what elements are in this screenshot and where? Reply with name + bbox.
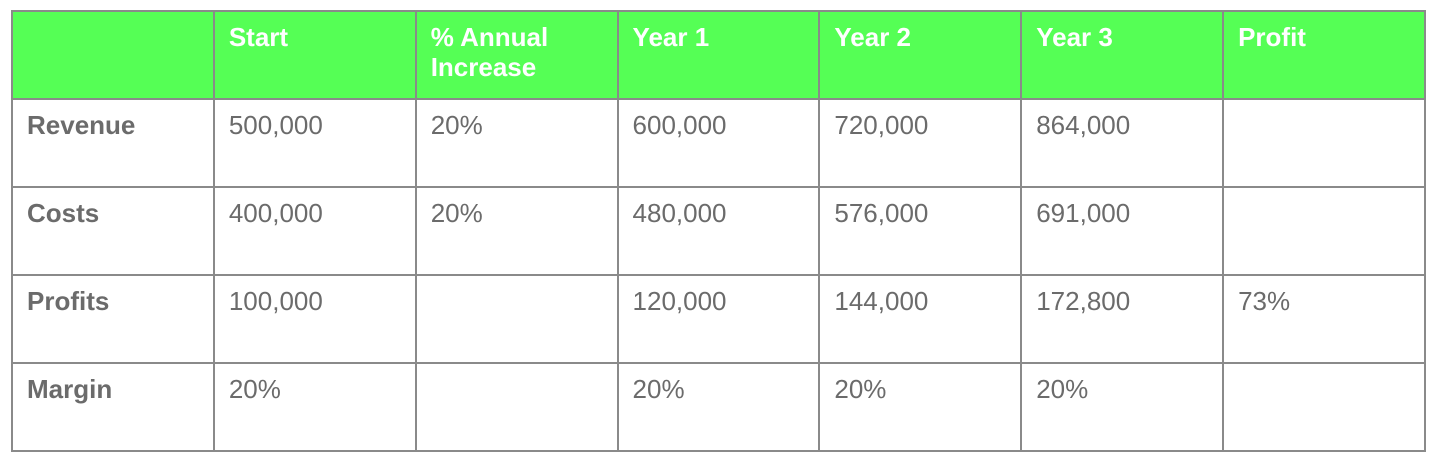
table-cell: 500,000 xyxy=(212,98,417,188)
table-row: Margin 20% 20% 20% 20% xyxy=(11,362,1426,452)
table-cell: 144,000 xyxy=(818,274,1023,364)
table-cell: 480,000 xyxy=(616,186,821,276)
table-row: Profits 100,000 120,000 144,000 172,800 73% xyxy=(11,274,1426,364)
header-cell xyxy=(11,10,215,100)
table-cell: 20% xyxy=(1020,362,1225,452)
table-cell: 20% xyxy=(414,98,619,188)
table-cell xyxy=(1222,186,1426,276)
table-cell xyxy=(414,362,619,452)
table-cell: 20% xyxy=(414,186,619,276)
table-cell xyxy=(1222,362,1426,452)
table-cell: 864,000 xyxy=(1020,98,1225,188)
row-label: Revenue xyxy=(11,98,215,188)
table-cell xyxy=(414,274,619,364)
header-cell: Year 2 xyxy=(818,10,1023,100)
header-row: Start% Annual Increase Year 1 Year 2 Year 3… xyxy=(11,10,1426,100)
header-cell: Year 1 xyxy=(616,10,821,100)
table-cell: 172,800 xyxy=(1020,274,1225,364)
table-cell: 73% xyxy=(1222,274,1426,364)
table-cell xyxy=(1222,98,1426,188)
table-cell: 600,000 xyxy=(616,98,821,188)
table-row: Revenue 500,000 20% 600,000 720,000 864,000 xyxy=(11,98,1426,188)
table-cell: 120,000 xyxy=(616,274,821,364)
row-label: Margin xyxy=(11,362,215,452)
table-header: Start% Annual Increase Year 1 Year 2 Year 3… xyxy=(11,10,1426,100)
table-cell: 20% xyxy=(616,362,821,452)
table-cell: 691,000 xyxy=(1020,186,1225,276)
row-label: Profits xyxy=(11,274,215,364)
table-cell: 20% xyxy=(212,362,417,452)
header-cell: Year 3 xyxy=(1020,10,1225,100)
header-cell: Profit xyxy=(1222,10,1426,100)
table-row: Costs 400,000 20% 480,000 576,000 691,000 xyxy=(11,186,1426,276)
table-cell: 720,000 xyxy=(818,98,1023,188)
header-cell: Start xyxy=(212,10,417,100)
financial-table: Start% Annual Increase Year 1 Year 2 Year 3… xyxy=(11,10,1426,452)
table-body: Revenue 500,000 20% 600,000 720,000 864,000 Co… xyxy=(11,98,1426,452)
header-cell: % Annual Increase xyxy=(414,10,619,100)
table-cell: 100,000 xyxy=(212,274,417,364)
row-label: Costs xyxy=(11,186,215,276)
table-cell: 400,000 xyxy=(212,186,417,276)
table-cell: 576,000 xyxy=(818,186,1023,276)
table-cell: 20% xyxy=(818,362,1023,452)
